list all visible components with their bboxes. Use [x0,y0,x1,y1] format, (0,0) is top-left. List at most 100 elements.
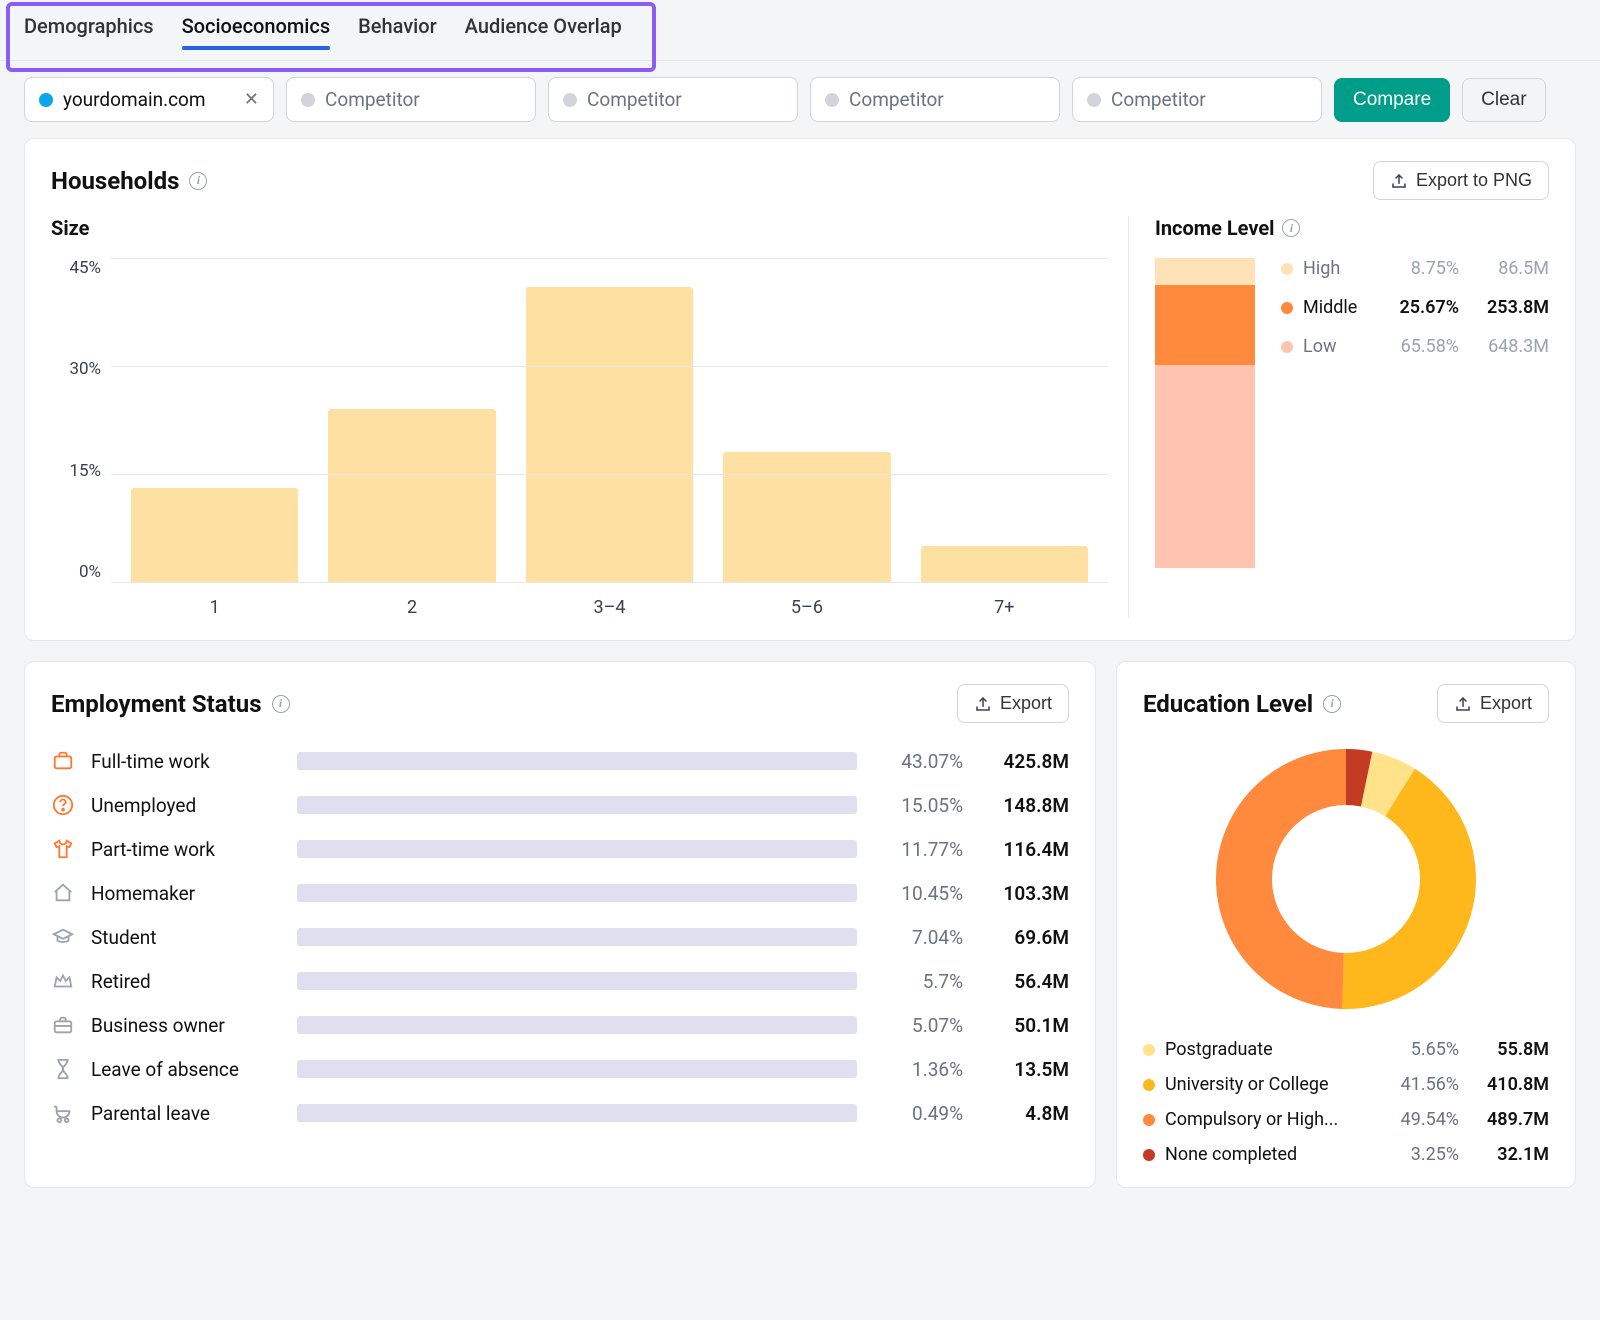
education-legend-row: Compulsory or High...49.54%489.7M [1143,1109,1549,1130]
income-legend: High8.75%86.5MMiddle25.67%253.8MLow65.58… [1281,258,1549,568]
donut-slice [1216,749,1346,1009]
income-legend-row: Low65.58%648.3M [1281,336,1549,357]
domain-dot-icon [825,93,839,107]
domain-input-empty[interactable]: Competitor [810,77,1060,122]
employment-pct: 43.07% [873,750,963,773]
tab-behavior[interactable]: Behavior [358,14,437,48]
briefcase-icon [51,749,75,773]
domain-placeholder: Competitor [1111,88,1206,111]
employment-pct: 11.77% [873,838,963,861]
income-level-section: Income Level i High8.75%86.5MMiddle25.67… [1129,216,1549,618]
employment-pct: 5.07% [873,1014,963,1037]
education-legend-label: Compulsory or High... [1165,1109,1369,1130]
domain-row: yourdomain.com ✕ Competitor Competitor Com… [0,61,1600,138]
export-education-label: Export [1480,693,1532,714]
size-plot: 123–45–67+ [111,258,1108,618]
income-legend-pct: 8.75% [1379,258,1459,279]
size-bar [131,488,298,582]
employment-val: 425.8M [979,750,1069,773]
info-icon[interactable]: i [272,695,290,713]
domain-input-filled[interactable]: yourdomain.com ✕ [24,77,274,122]
y-tick-label: 15% [51,461,101,481]
employment-panel: Employment Status i Export Full-time wor… [24,661,1096,1188]
export-education-button[interactable]: Export [1437,684,1549,723]
education-legend: Postgraduate5.65%55.8MUniversity or Coll… [1143,1039,1549,1165]
legend-dot-icon [1143,1114,1155,1126]
domain-input-empty[interactable]: Competitor [286,77,536,122]
employment-bar [297,1060,857,1078]
info-icon[interactable]: i [189,172,207,190]
domain-input-empty[interactable]: Competitor [1072,77,1322,122]
domain-input-empty[interactable]: Competitor [548,77,798,122]
info-icon[interactable]: i [1282,219,1300,237]
employment-row: Parental leave0.49%4.8M [51,1091,1069,1135]
case-icon [51,1013,75,1037]
income-legend-val: 86.5M [1469,258,1549,279]
employment-pct: 15.05% [873,794,963,817]
education-panel: Education Level i Export Postgraduate5.6… [1116,661,1576,1188]
employment-label: Parental leave [91,1102,281,1125]
employment-row: Student7.04%69.6M [51,915,1069,959]
domain-placeholder: Competitor [587,88,682,111]
income-legend-val: 648.3M [1469,336,1549,357]
info-icon[interactable]: i [1323,695,1341,713]
x-tick-label: 5–6 [723,597,890,618]
education-title-text: Education Level [1143,690,1313,718]
employment-row: Business owner5.07%50.1M [51,1003,1069,1047]
education-legend-label: Postgraduate [1165,1039,1369,1060]
employment-row: Homemaker10.45%103.3M [51,871,1069,915]
education-legend-val: 489.7M [1469,1109,1549,1130]
income-legend-row: High8.75%86.5M [1281,258,1549,279]
employment-pct: 7.04% [873,926,963,949]
employment-bar [297,796,857,814]
employment-pct: 10.45% [873,882,963,905]
domain-dot-icon [301,93,315,107]
size-y-axis: 45%30%15%0% [51,258,111,618]
employment-title-text: Employment Status [51,690,262,718]
size-bar [328,409,495,582]
legend-dot-icon [1281,302,1293,314]
compare-button[interactable]: Compare [1334,78,1450,122]
legend-dot-icon [1281,263,1293,275]
size-bar [723,452,890,582]
employment-val: 56.4M [979,970,1069,993]
employment-label: Unemployed [91,794,281,817]
legend-dot-icon [1143,1149,1155,1161]
size-bar [921,546,1088,582]
employment-label: Student [91,926,281,949]
hourglass-icon [51,1057,75,1081]
export-png-button[interactable]: Export to PNG [1373,161,1549,200]
legend-dot-icon [1143,1079,1155,1091]
export-employment-label: Export [1000,693,1052,714]
tab-audience-overlap[interactable]: Audience Overlap [465,14,622,48]
upload-icon [1454,695,1472,713]
clear-button[interactable]: Clear [1462,78,1545,122]
education-legend-label: University or College [1165,1074,1369,1095]
gradcap-icon [51,925,75,949]
export-employment-button[interactable]: Export [957,684,1069,723]
households-title-text: Households [51,167,179,195]
household-size-chart: Size 45%30%15%0% 123–45–67+ [51,216,1129,618]
y-tick-label: 45% [51,258,101,278]
tabs-bar: Demographics Socioeconomics Behavior Audien… [0,0,1600,61]
upload-icon [974,695,992,713]
education-legend-row: University or College41.56%410.8M [1143,1074,1549,1095]
education-legend-val: 55.8M [1469,1039,1549,1060]
employment-title: Employment Status i [51,690,290,718]
export-png-label: Export to PNG [1416,170,1532,191]
households-title: Households i [51,167,207,195]
employment-pct: 0.49% [873,1102,963,1125]
tab-socioeconomics[interactable]: Socioeconomics [182,14,331,48]
employment-row: Part-time work11.77%116.4M [51,827,1069,871]
tab-demographics[interactable]: Demographics [24,14,154,48]
employment-label: Full-time work [91,750,281,773]
employment-bar [297,928,857,946]
employment-bar [297,752,857,770]
x-tick-label: 3–4 [526,597,693,618]
employment-val: 13.5M [979,1058,1069,1081]
close-icon[interactable]: ✕ [244,89,259,110]
employment-rows: Full-time work 43.07% 425.8M Unemployed 15.0… [51,739,1069,1135]
employment-val: 148.8M [979,794,1069,817]
income-stacked-bar [1155,258,1255,568]
size-title: Size [51,216,1108,240]
